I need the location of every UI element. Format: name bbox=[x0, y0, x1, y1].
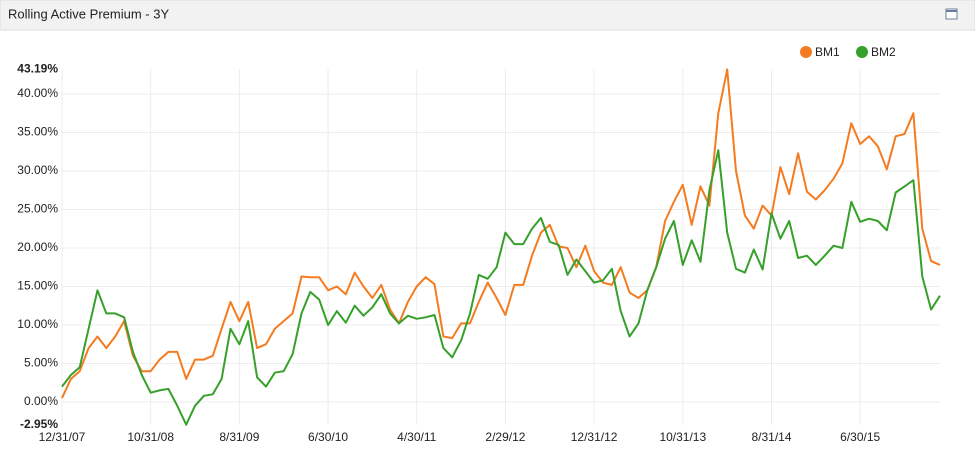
legend-label: BM2 bbox=[871, 45, 896, 59]
x-tick-label: 4/30/11 bbox=[397, 430, 436, 444]
series-line bbox=[61, 149, 941, 426]
x-tick-label: 6/30/10 bbox=[308, 430, 348, 444]
x-tick-label: 10/31/08 bbox=[127, 430, 174, 444]
chart-title: Rolling Active Premium - 3Y bbox=[8, 6, 169, 21]
x-tick-label: 2/29/12 bbox=[485, 430, 525, 444]
y-tick-label: 15.00% bbox=[17, 279, 58, 293]
y-tick-label: 0.00% bbox=[24, 394, 58, 408]
maximize-button[interactable] bbox=[945, 8, 958, 20]
y-tick-label: 20.00% bbox=[17, 240, 58, 254]
y-tick-label: 43.19% bbox=[17, 62, 58, 76]
x-tick-label: 8/31/14 bbox=[751, 430, 791, 444]
series-line bbox=[61, 68, 941, 399]
x-tick-label: 6/30/15 bbox=[840, 430, 880, 444]
y-tick-label: 35.00% bbox=[17, 125, 58, 139]
x-tick-label: 12/31/12 bbox=[571, 430, 618, 444]
y-tick-label: 30.00% bbox=[17, 163, 58, 177]
y-tick-label: 25.00% bbox=[17, 202, 58, 216]
legend-marker bbox=[800, 46, 812, 58]
x-tick-label: 12/31/07 bbox=[39, 430, 86, 444]
y-tick-label: 40.00% bbox=[17, 86, 58, 100]
x-tick-label: 10/31/13 bbox=[659, 430, 706, 444]
y-tick-label: 10.00% bbox=[17, 317, 58, 331]
panel-header bbox=[0, 0, 975, 31]
legend-label: BM1 bbox=[815, 45, 840, 59]
x-tick-label: 8/31/09 bbox=[219, 430, 259, 444]
y-tick-label: -2.95% bbox=[20, 417, 58, 431]
y-tick-label: 5.00% bbox=[24, 356, 58, 370]
legend-marker bbox=[856, 46, 868, 58]
